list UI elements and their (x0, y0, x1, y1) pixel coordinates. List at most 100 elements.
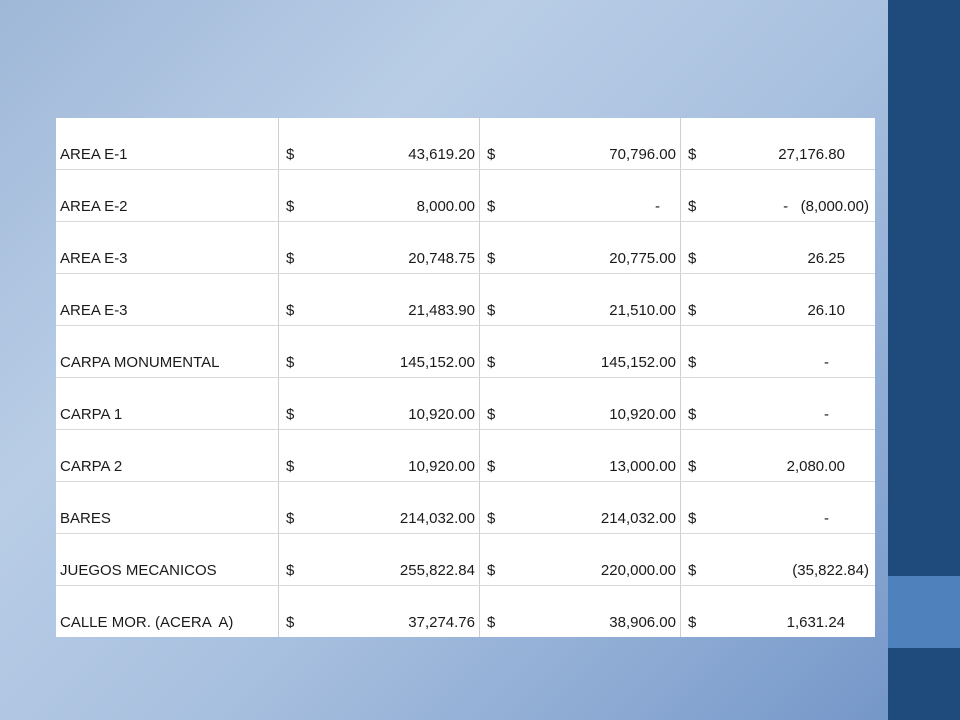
row-name-cell: JUEGOS MECANICOS (56, 533, 279, 586)
amount-value: 1,631.24 (786, 614, 845, 631)
currency-symbol: $ (286, 302, 295, 319)
table-row: CALLE MOR. (ACERA A) $37,274.76 $38,906.… (56, 585, 876, 638)
currency-symbol: $ (688, 302, 697, 319)
amount-cell-3: $ - (680, 325, 875, 378)
currency-symbol: $ (286, 458, 295, 475)
amount-cell-2: $38,906.00 (479, 585, 681, 637)
amount-cell-2: $ - (479, 169, 681, 222)
currency-symbol: $ (487, 354, 496, 371)
amount-cell-1: $145,152.00 (278, 325, 480, 378)
amount-value: 145,152.00 (600, 354, 676, 371)
amount-cell-2: $13,000.00 (479, 429, 681, 482)
currency-symbol: $ (286, 406, 295, 423)
row-name-cell: BARES (56, 481, 279, 534)
amount-cell-2: $20,775.00 (479, 221, 681, 274)
amount-cell-2: $214,032.00 (479, 481, 681, 534)
table-row: AREA E-3 $20,748.75 $20,775.00 $26.25 (56, 221, 875, 274)
amount-cell-3: $26.10 (680, 273, 875, 326)
table-row: CARPA 1 $10,920.00 $10,920.00 $ - (56, 377, 875, 430)
row-name: BARES (60, 510, 111, 527)
currency-symbol: $ (487, 302, 496, 319)
currency-symbol: $ (487, 510, 496, 527)
budget-table: AREA E-1 $43,619.20 $70,796.00 $27,176.8… (56, 118, 875, 637)
amount-cell-3: $1,631.24 (681, 586, 876, 638)
amount-value: - (824, 354, 829, 371)
currency-symbol: $ (487, 562, 496, 579)
amount-cell-1: $43,619.20 (278, 118, 480, 170)
amount-cell-1: $8,000.00 (278, 169, 480, 222)
row-name-cell: AREA E-3 (56, 221, 279, 274)
currency-symbol: $ (688, 614, 697, 631)
amount-value: 214,032.00 (600, 510, 676, 527)
amount-value: (35,822.84) (792, 562, 869, 579)
amount-value: 10,920.00 (408, 406, 475, 423)
amount-cell-3: $2,080.00 (680, 429, 875, 482)
amount-value: 38,906.00 (609, 614, 676, 631)
amount-value: 20,775.00 (609, 250, 676, 267)
row-name-cell: CALLE MOR. (ACERA A) (56, 585, 279, 637)
row-name: CARPA 2 (60, 458, 123, 475)
amount-value: 43,619.20 (408, 146, 475, 163)
amount-value: 26.10 (807, 302, 845, 319)
amount-cell-3: $26.25 (680, 221, 875, 274)
amount-value: 220,000.00 (600, 562, 676, 579)
currency-symbol: $ (487, 614, 496, 631)
table-row: BARES $214,032.00 $214,032.00 $ - (56, 481, 875, 534)
row-name-cell: AREA E-3 (56, 273, 279, 326)
currency-symbol: $ (286, 510, 295, 527)
amount-cell-3: $ (35,822.84) (680, 533, 875, 586)
amount-value: 37,274.76 (408, 614, 475, 631)
table-row: JUEGOS MECANICOS $255,822.84 $220,000.00… (56, 533, 875, 586)
amount-value: 70,796.00 (609, 146, 676, 163)
currency-symbol: $ (487, 146, 496, 163)
row-name: AREA E-2 (60, 198, 128, 215)
currency-symbol: $ (688, 562, 697, 579)
amount-cell-2: $10,920.00 (479, 377, 681, 430)
amount-value: 8,000.00 (416, 198, 475, 215)
amount-value: 26.25 (807, 250, 845, 267)
amount-value: - (824, 510, 829, 527)
currency-symbol: $ (688, 250, 697, 267)
row-name-cell: CARPA 1 (56, 377, 279, 430)
amount-cell-3: $27,176.80 (680, 118, 875, 170)
amount-value: 21,510.00 (609, 302, 676, 319)
amount-value: 20,748.75 (408, 250, 475, 267)
amount-value: 21,483.90 (408, 302, 475, 319)
amount-value: 2,080.00 (786, 458, 845, 475)
currency-symbol: $ (688, 458, 697, 475)
amount-value: 255,822.84 (399, 562, 475, 579)
currency-symbol: $ (487, 198, 496, 215)
amount-cell-1: $10,920.00 (278, 429, 480, 482)
amount-cell-3: $ - (680, 377, 875, 430)
currency-symbol: $ (286, 250, 295, 267)
table-row: AREA E-2 $8,000.00 $ - $ - (8,000.00) (56, 169, 875, 222)
amount-value: 10,920.00 (609, 406, 676, 423)
currency-symbol: $ (688, 354, 697, 371)
amount-cell-3: $ - (8,000.00) (680, 169, 875, 222)
row-name-cell: CARPA MONUMENTAL (56, 325, 279, 378)
row-name-cell: AREA E-1 (56, 118, 279, 170)
amount-cell-2: $70,796.00 (479, 118, 681, 170)
currency-symbol: $ (286, 146, 295, 163)
amount-cell-1: $37,274.76 (278, 585, 480, 637)
currency-symbol: $ (688, 406, 697, 423)
row-name: CALLE MOR. (ACERA A) (60, 614, 234, 631)
currency-symbol: $ (688, 510, 697, 527)
row-name: JUEGOS MECANICOS (60, 562, 217, 579)
currency-symbol: $ (286, 562, 295, 579)
row-name: AREA E-1 (60, 146, 128, 163)
currency-symbol: $ (286, 198, 295, 215)
amount-cell-2: $145,152.00 (479, 325, 681, 378)
amount-value: 214,032.00 (399, 510, 475, 527)
currency-symbol: $ (487, 250, 496, 267)
amount-cell-1: $10,920.00 (278, 377, 480, 430)
amount-value: - (655, 198, 660, 215)
currency-symbol: $ (688, 198, 697, 215)
amount-cell-1: $21,483.90 (278, 273, 480, 326)
currency-symbol: $ (487, 458, 496, 475)
row-name-cell: AREA E-2 (56, 169, 279, 222)
currency-symbol: $ (688, 146, 697, 163)
amount-cell-2: $21,510.00 (479, 273, 681, 326)
amount-cell-3: $ - (680, 481, 875, 534)
currency-symbol: $ (286, 614, 295, 631)
